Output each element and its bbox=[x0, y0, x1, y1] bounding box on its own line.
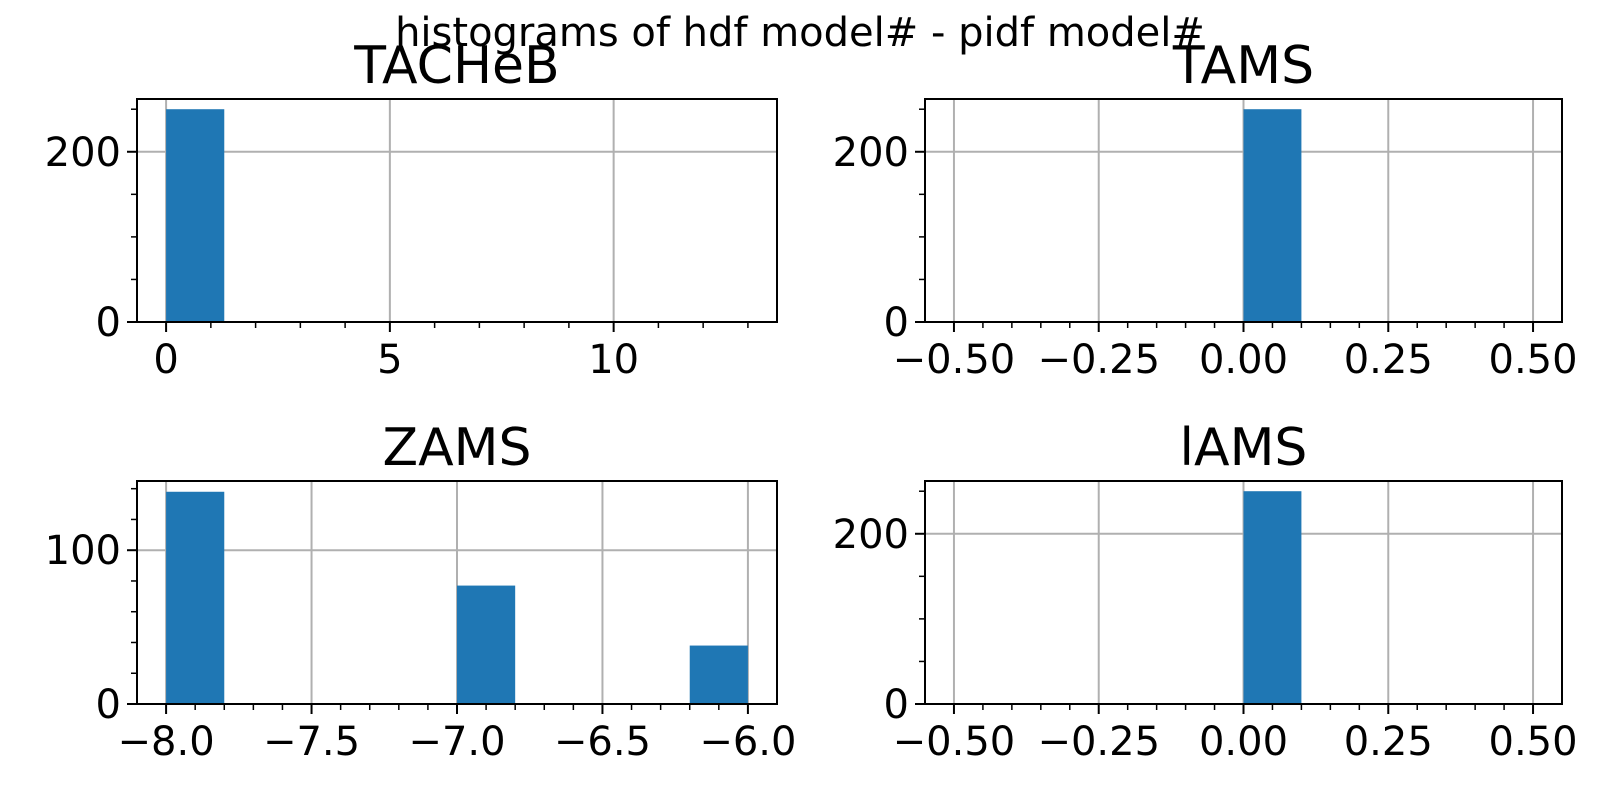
subplot-tacheb: 0 5 10 0 200 TACHeB bbox=[45, 36, 778, 383]
figure-title: histograms of hdf model# - pidf model# bbox=[395, 10, 1205, 56]
subplot-title: TAMS bbox=[1172, 36, 1314, 96]
x-tick-label: 0.00 bbox=[1199, 719, 1288, 765]
x-tick-label: 5 bbox=[377, 337, 402, 383]
x-tick-label: −7.0 bbox=[408, 719, 505, 765]
histogram-bar bbox=[166, 109, 225, 322]
histogram-bar bbox=[166, 491, 225, 704]
subplot-title: ZAMS bbox=[382, 418, 531, 478]
subplot-title: lAMS bbox=[1180, 418, 1308, 478]
histogram-bar bbox=[689, 645, 748, 704]
x-tick-label: 0 bbox=[153, 337, 178, 383]
histogram-bar bbox=[1243, 109, 1302, 322]
y-tick-label: 0 bbox=[96, 682, 121, 728]
x-tick-label: −7.5 bbox=[263, 719, 360, 765]
x-tick-label: −6.5 bbox=[554, 719, 651, 765]
axes-frame bbox=[136, 98, 778, 323]
subplot-title: TACHeB bbox=[353, 36, 559, 96]
x-tick-label: −0.25 bbox=[1037, 337, 1160, 383]
x-tick-label: 0.50 bbox=[1489, 719, 1578, 765]
x-tick-label: 0.50 bbox=[1489, 337, 1578, 383]
y-tick-label: 0 bbox=[884, 682, 909, 728]
y-tick-label: 200 bbox=[833, 512, 909, 558]
x-tick-label: 0.25 bbox=[1344, 719, 1433, 765]
x-tick-label: −6.0 bbox=[699, 719, 796, 765]
y-tick-label: 0 bbox=[96, 300, 121, 346]
x-tick-label: −8.0 bbox=[118, 719, 215, 765]
subplot-zams: −8.0 −7.5 −7.0 −6.5 −6.0 0 100 ZAMS bbox=[45, 418, 797, 765]
histogram-bar bbox=[1243, 491, 1302, 704]
y-tick-label: 0 bbox=[884, 300, 909, 346]
x-tick-label: 0.25 bbox=[1344, 337, 1433, 383]
y-tick-label: 100 bbox=[45, 528, 121, 574]
subplot-lams: −0.50 −0.25 0.00 0.25 0.50 0 200 lAMS bbox=[833, 418, 1578, 765]
histogram-bar bbox=[457, 585, 516, 704]
y-tick-label: 200 bbox=[833, 130, 909, 176]
x-tick-label: −0.50 bbox=[893, 337, 1016, 383]
subplot-tams: −0.50 −0.25 0.00 0.25 0.50 0 200 TAMS bbox=[833, 36, 1578, 383]
x-tick-label: 10 bbox=[588, 337, 639, 383]
x-tick-label: −0.50 bbox=[893, 719, 1016, 765]
x-tick-label: 0.00 bbox=[1199, 337, 1288, 383]
x-tick-label: −0.25 bbox=[1037, 719, 1160, 765]
y-tick-label: 200 bbox=[45, 130, 121, 176]
